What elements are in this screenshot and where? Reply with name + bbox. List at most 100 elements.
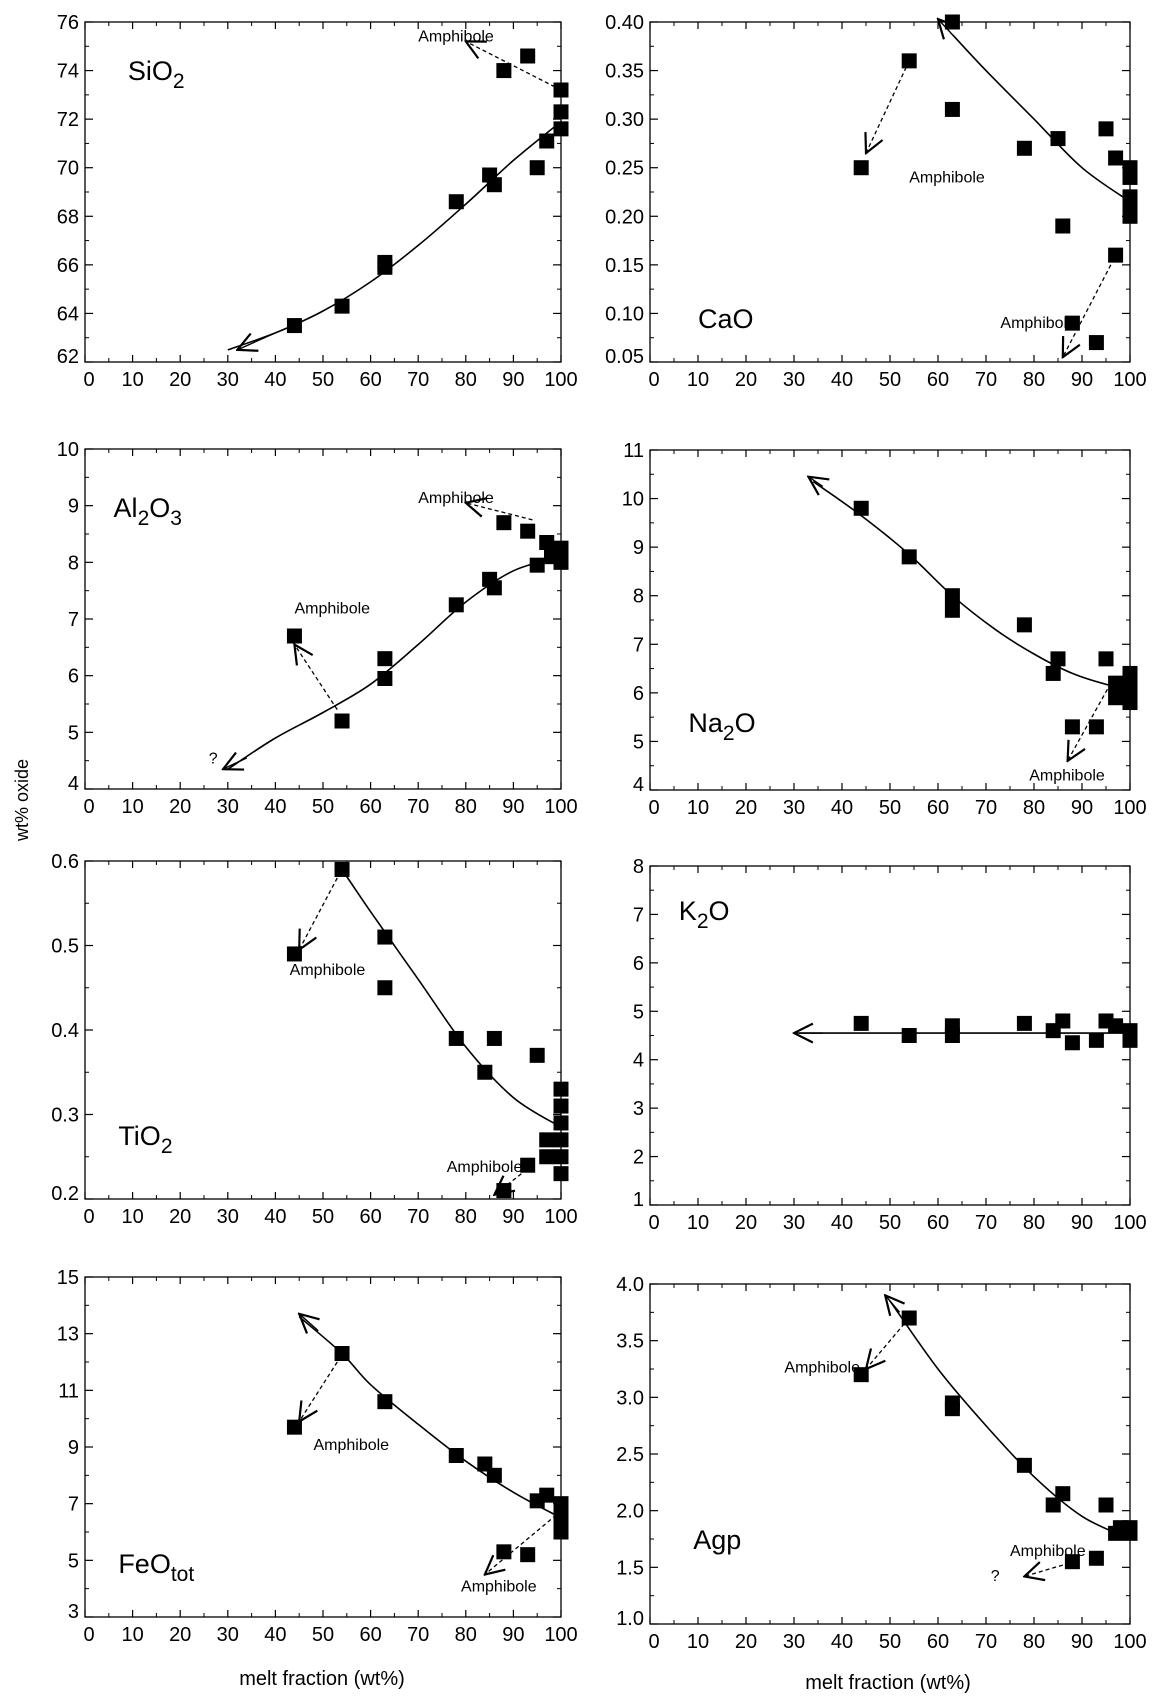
x-tick-label: 10 xyxy=(121,1206,143,1228)
y-tick-label: 4 xyxy=(633,774,644,796)
y-tick-label: 4.0 xyxy=(616,1274,644,1296)
amphibole-arrow xyxy=(299,878,337,950)
data-point xyxy=(1055,1013,1070,1028)
x-tick-label: 30 xyxy=(217,796,239,818)
x-tick-label: 60 xyxy=(927,1631,949,1653)
y-tick-label: 74 xyxy=(57,61,79,83)
data-point xyxy=(1089,719,1104,734)
data-point xyxy=(287,629,302,644)
data-point xyxy=(902,1028,917,1043)
panel-k2o: 0 10 20 30 40 50 60 70 80 90 10012345678K2O xyxy=(633,856,1147,1234)
data-point xyxy=(539,1488,554,1503)
x-tick-label: 10 xyxy=(687,1631,709,1653)
y-tick-label: 9 xyxy=(68,496,79,518)
data-point xyxy=(902,53,917,68)
data-point xyxy=(539,1132,554,1147)
y-tick-label: 10 xyxy=(622,489,644,511)
data-point xyxy=(487,1468,502,1483)
data-point xyxy=(945,15,960,30)
panel-agp: 0 10 20 30 40 50 60 70 80 90 1001.01.52.02.53.03.5… xyxy=(616,1274,1147,1653)
y-tick-label: 3 xyxy=(68,1601,79,1623)
data-point xyxy=(1065,1035,1080,1050)
data-point xyxy=(496,1544,511,1559)
data-point xyxy=(1123,209,1138,224)
annotation-label: Amphibole xyxy=(1010,1543,1086,1560)
data-point xyxy=(530,1048,545,1063)
panel-title: FeOtot xyxy=(118,1549,194,1586)
panel-sio2: 0 10 20 30 40 50 60 70 80 90 100 62 64 66 68 70 72 74 76 Am… xyxy=(57,12,578,391)
data-point xyxy=(1051,651,1066,666)
x-tick-label: 90 xyxy=(1071,369,1093,391)
data-point xyxy=(335,299,350,314)
y-tick-label: 3 xyxy=(633,1098,644,1120)
data-point xyxy=(902,1311,917,1326)
x-tick-label: 100 xyxy=(1113,369,1146,391)
x-tick-label: 100 xyxy=(544,1206,577,1228)
data-point xyxy=(1065,719,1080,734)
y-tick-label: 8 xyxy=(68,552,79,574)
x-tick-label: 80 xyxy=(455,369,477,391)
y-tick-label: 2.5 xyxy=(616,1444,644,1466)
x-tick-label: 80 xyxy=(1023,1631,1045,1653)
y-tick-label: 6 xyxy=(633,683,644,705)
x-tick-label: 70 xyxy=(407,369,429,391)
data-point xyxy=(1123,170,1138,185)
y-tick-label: 8 xyxy=(633,856,644,878)
x-tick-label: 0 xyxy=(83,1624,94,1646)
data-point xyxy=(1017,141,1032,156)
x-tick-label: 60 xyxy=(359,1206,381,1228)
data-point xyxy=(554,1510,569,1525)
amphibole-arrow xyxy=(294,645,337,710)
amphibole-arrow xyxy=(466,41,561,90)
x-tick-label: 20 xyxy=(169,796,191,818)
fit-curve xyxy=(342,870,561,1128)
data-point xyxy=(1108,690,1123,705)
annotation-label: ? xyxy=(209,751,218,768)
y-tick-label: 72 xyxy=(57,109,79,131)
data-point xyxy=(1055,219,1070,234)
annotation-label: Amphibole xyxy=(1029,767,1105,784)
annotation-label: Amphibole xyxy=(447,1159,523,1176)
panel-feotot: 0 10 20 30 40 50 60 70 80 90 1003579111315Amphibol… xyxy=(57,1267,578,1646)
panel-title: Al2O3 xyxy=(114,493,182,530)
y-tick-label: 6 xyxy=(68,666,79,688)
data-point xyxy=(854,501,869,516)
annotation-label: Amphibole xyxy=(294,600,370,617)
x-tick-label: 80 xyxy=(1023,1212,1045,1234)
y-tick-label: 4 xyxy=(633,1050,644,1072)
y-tick-label: 5 xyxy=(68,1550,79,1572)
data-point xyxy=(1123,695,1138,710)
data-point xyxy=(520,1547,535,1562)
x-tick-label: 60 xyxy=(359,369,381,391)
x-tick-label: 60 xyxy=(359,796,381,818)
x-tick-label: 50 xyxy=(879,1631,901,1653)
x-tick-label: 0 xyxy=(648,369,659,391)
panel-title: CaO xyxy=(698,304,754,334)
x-axis-label-right: melt fraction (wt%) xyxy=(805,1672,971,1694)
y-tick-label: 3.0 xyxy=(616,1387,644,1409)
y-tick-label: 9 xyxy=(633,537,644,559)
panel-na2o: 0 10 20 30 40 50 60 70 80 90 1004567891011Amphibol… xyxy=(622,440,1147,819)
x-tick-label: 90 xyxy=(502,369,524,391)
x-tick-label: 80 xyxy=(1023,797,1045,819)
y-tick-label: 2 xyxy=(633,1147,644,1169)
data-point xyxy=(377,651,392,666)
x-tick-label: 30 xyxy=(783,369,805,391)
x-tick-label: 40 xyxy=(831,1631,853,1653)
x-tick-label: 70 xyxy=(975,369,997,391)
x-tick-label: 90 xyxy=(502,1624,524,1646)
panel-title: K2O xyxy=(679,896,730,933)
y-tick-label: 10 xyxy=(57,439,79,461)
x-tick-label: 80 xyxy=(455,1206,477,1228)
y-tick-label: 13 xyxy=(57,1324,79,1346)
x-tick-label: 50 xyxy=(312,1624,334,1646)
data-point xyxy=(496,515,511,530)
plot-frame xyxy=(650,1284,1130,1624)
x-tick-label: 20 xyxy=(169,369,191,391)
data-point xyxy=(945,603,960,618)
x-tick-label: 20 xyxy=(735,797,757,819)
fit-curve xyxy=(228,122,561,350)
data-point xyxy=(287,946,302,961)
data-point xyxy=(1017,617,1032,632)
data-point xyxy=(487,1031,502,1046)
